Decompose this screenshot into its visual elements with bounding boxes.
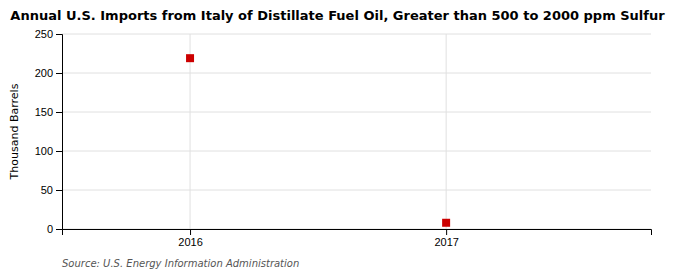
- y-grid-line: [62, 151, 651, 152]
- x-tick-label: 2016: [178, 236, 202, 248]
- y-tick-label: 150: [35, 106, 53, 118]
- y-grid-line: [62, 34, 651, 35]
- points: [186, 54, 450, 227]
- y-grid-line: [62, 73, 651, 74]
- point: [186, 54, 194, 62]
- source-note: Source: U.S. Energy Information Administ…: [62, 258, 299, 269]
- x-axis-line: [63, 230, 652, 236]
- chart-svg: Annual U.S. Imports from Italy of Distil…: [0, 0, 675, 275]
- y-tick: 250: [35, 28, 62, 40]
- y-axis: 0 50 100 150 200 250: [35, 28, 63, 235]
- y-tick-mark: [56, 73, 62, 74]
- plot-area: 2016 2017 0 50 100 150 200 250 Thousand Barrels: [8, 28, 652, 248]
- y-tick-mark: [56, 190, 62, 191]
- x-grid-line: [190, 34, 191, 229]
- x-grid-line: [446, 34, 447, 229]
- y-tick-label: 250: [35, 28, 53, 40]
- y-tick: 150: [35, 106, 62, 118]
- y-tick: 200: [35, 67, 62, 79]
- y-tick: 0: [47, 223, 62, 235]
- y-tick: 50: [41, 184, 62, 196]
- y-tick-label: 100: [35, 145, 53, 157]
- x-tick: 2016: [178, 229, 202, 248]
- y-tick-label: 200: [35, 67, 53, 79]
- chart-container: Annual U.S. Imports from Italy of Distil…: [0, 0, 675, 275]
- chart-title: Annual U.S. Imports from Italy of Distil…: [10, 8, 665, 23]
- y-grid-line: [62, 112, 651, 113]
- x-tick-label: 2017: [434, 236, 458, 248]
- x-tick-mark: [190, 229, 191, 235]
- y-tick-label: 50: [41, 184, 53, 196]
- x-axis: 2016 2017: [63, 229, 652, 248]
- y-axis-line: [56, 35, 63, 230]
- y-tick: 100: [35, 145, 62, 157]
- point: [442, 219, 450, 227]
- y-tick-mark: [56, 34, 62, 35]
- x-tick-mark: [446, 229, 447, 235]
- y-tick-label: 0: [47, 223, 53, 235]
- y-axis-title: Thousand Barrels: [8, 83, 21, 180]
- y-tick-mark: [56, 151, 62, 152]
- x-tick: 2017: [434, 229, 458, 248]
- y-tick-mark: [56, 229, 62, 230]
- grid: [62, 34, 651, 229]
- y-tick-mark: [56, 112, 62, 113]
- y-grid-line: [62, 190, 651, 191]
